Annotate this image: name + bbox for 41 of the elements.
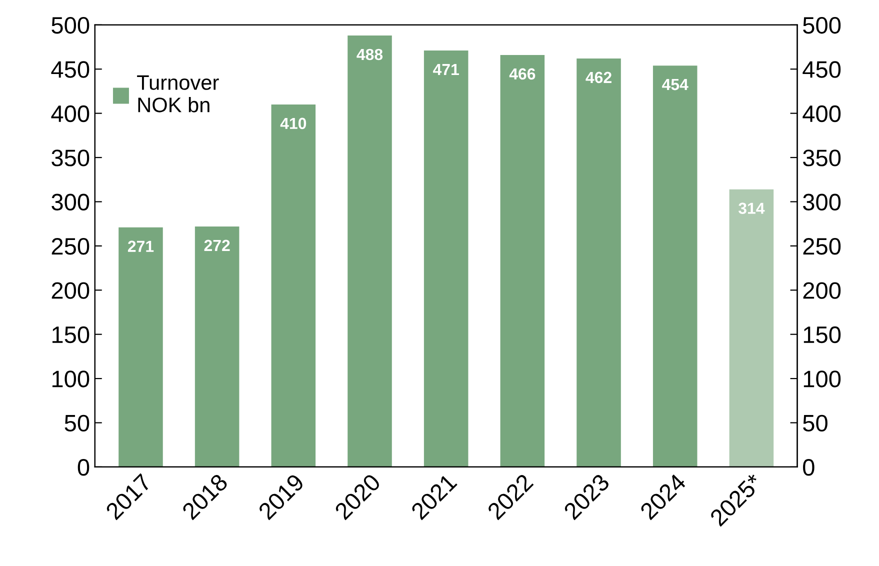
y2-tick-label: 150	[804, 326, 841, 344]
y-tick-label: 0	[78, 459, 90, 476]
y2-tick-label: 0	[803, 459, 814, 476]
data-label: 454	[662, 79, 688, 90]
y-tick-label: 350	[52, 150, 90, 166]
y-tick-label: 250	[52, 238, 90, 255]
y2-tick-label: 500	[803, 16, 841, 34]
y-tick-label: 400	[51, 105, 90, 122]
y2-tick-label: 50	[803, 414, 828, 432]
bar	[652, 66, 698, 467]
data-label: 471	[433, 64, 459, 76]
y-tick-label: 450	[51, 61, 90, 78]
data-label: 272	[204, 240, 230, 251]
y-tick-label: 200	[52, 282, 90, 299]
y2-tick-label: 100	[804, 370, 841, 388]
y-tick-label: 50	[64, 414, 90, 432]
data-label: 271	[128, 240, 154, 252]
y-tick-label: 100	[52, 370, 90, 388]
bar	[194, 226, 240, 467]
data-label: 314	[738, 202, 765, 214]
data-label: 410	[280, 118, 306, 130]
y-tick-label: 500	[52, 16, 90, 34]
y2-tick-label: 300	[803, 194, 841, 211]
y2-tick-label: 250	[803, 238, 841, 255]
bar	[424, 50, 468, 467]
y-tick-label: 150	[52, 326, 90, 344]
y2-tick-label: 400	[802, 105, 841, 122]
legend-label: Turnover NOK bn	[137, 75, 219, 112]
y-tick-label: 300	[52, 194, 90, 211]
bar	[271, 104, 316, 467]
bar	[118, 227, 163, 467]
y2-tick-label: 350	[803, 150, 841, 166]
y2-tick-label: 200	[803, 282, 841, 299]
y2-tick-label: 450	[802, 61, 841, 78]
data-label: 462	[586, 72, 612, 84]
bar	[729, 189, 774, 467]
data-label: 466	[509, 68, 536, 80]
bar	[576, 58, 621, 467]
bar	[500, 54, 545, 467]
bar	[348, 36, 392, 467]
data-label: 488	[356, 48, 383, 60]
